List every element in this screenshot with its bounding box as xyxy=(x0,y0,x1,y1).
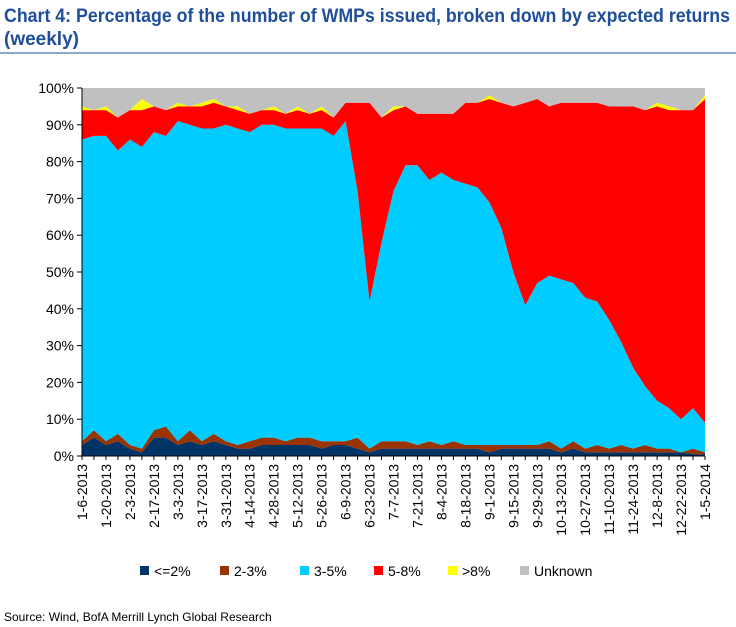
x-tick-label: 6-23-2013 xyxy=(362,464,378,528)
x-tick-label: 10-27-2013 xyxy=(577,464,593,536)
y-tick-label: 50% xyxy=(46,264,74,280)
x-tick-label: 4-28-2013 xyxy=(266,464,282,528)
area xyxy=(82,437,705,456)
y-tick-label: 60% xyxy=(46,227,74,243)
legend-swatch xyxy=(300,566,309,575)
y-tick-label: 70% xyxy=(46,190,74,206)
x-tick-label: 2-3-2013 xyxy=(122,464,138,520)
x-tick-label: 7-7-2013 xyxy=(386,464,402,520)
x-tick-label: 12-22-2013 xyxy=(673,464,689,536)
y-tick-label: 30% xyxy=(46,338,74,354)
y-tick-label: 100% xyxy=(38,80,74,96)
x-tick-label: 10-13-2013 xyxy=(553,464,569,536)
y-tick-label: 80% xyxy=(46,154,74,170)
x-tick-label: 5-26-2013 xyxy=(314,464,330,528)
y-tick-label: 20% xyxy=(46,374,74,390)
legend-swatch xyxy=(374,566,383,575)
legend-label: Unknown xyxy=(534,563,592,579)
x-tick-label: 3-17-2013 xyxy=(194,464,210,528)
legend-swatch xyxy=(220,566,229,575)
x-tick-label: 4-14-2013 xyxy=(242,464,258,528)
y-tick-label: 0% xyxy=(54,448,74,464)
x-tick-label: 3-31-2013 xyxy=(218,464,234,528)
area xyxy=(82,426,705,455)
x-tick-label: 5-12-2013 xyxy=(290,464,306,528)
y-tick-label: 10% xyxy=(46,411,74,427)
legend-label: >8% xyxy=(462,563,490,579)
x-tick-label: 8-18-2013 xyxy=(457,464,473,528)
y-tick-label: 40% xyxy=(46,301,74,317)
legend-swatch xyxy=(448,566,457,575)
x-tick-label: 9-29-2013 xyxy=(529,464,545,528)
x-tick-label: 8-4-2013 xyxy=(433,464,449,520)
x-tick-label: 1-5-2014 xyxy=(697,464,713,520)
x-tick-label: 11-24-2013 xyxy=(625,464,641,535)
legend-label: <=2% xyxy=(154,563,191,579)
area xyxy=(82,121,705,453)
x-tick-label: 12-8-2013 xyxy=(649,464,665,528)
legend-label: 2-3% xyxy=(234,563,267,579)
x-tick-label: 9-1-2013 xyxy=(481,464,497,520)
area xyxy=(82,88,705,118)
chart-title: (weekly) xyxy=(4,29,79,50)
x-tick-label: 3-3-2013 xyxy=(170,464,186,520)
x-tick-label: 1-6-2013 xyxy=(74,464,90,520)
y-tick-label: 90% xyxy=(46,117,74,133)
legend-swatch xyxy=(140,566,149,575)
legend-swatch xyxy=(520,566,529,575)
x-tick-label: 1-20-2013 xyxy=(98,464,114,528)
legend-label: 3-5% xyxy=(314,563,347,579)
area xyxy=(82,99,705,423)
x-tick-label: 2-17-2013 xyxy=(146,464,162,528)
x-tick-label: 9-15-2013 xyxy=(505,464,521,528)
legend-label: 5-8% xyxy=(388,563,421,579)
chart-title: Chart 4: Percentage of the number of WMP… xyxy=(4,6,730,27)
source: Source: Wind, BofA Merrill Lynch Global … xyxy=(4,610,272,624)
x-tick-label: 6-9-2013 xyxy=(338,464,354,520)
x-tick-label: 11-10-2013 xyxy=(601,464,617,535)
x-tick-label: 7-21-2013 xyxy=(409,464,425,528)
